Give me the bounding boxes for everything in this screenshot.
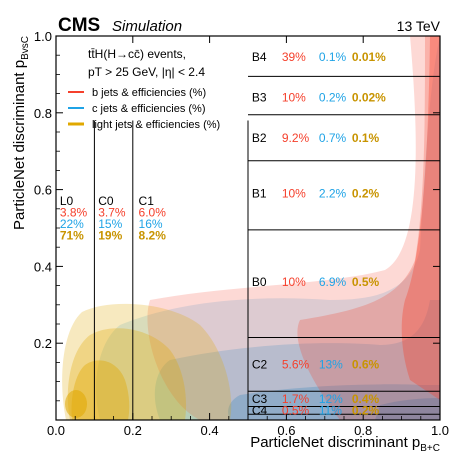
b-efficiency-C3: 1.7% <box>282 392 310 406</box>
light-efficiency-C1: 8.2% <box>139 229 167 243</box>
legend-entry-b: b jets & efficiencies (%) <box>92 87 206 99</box>
y-axis-label: ParticleNet discriminant pBvsC <box>11 36 31 230</box>
x-tick-label-4: 0.8 <box>354 423 372 438</box>
x-axis-label: ParticleNet discriminant pB+C <box>250 434 440 454</box>
category-C4: C4 0.5% 11% 0.2% <box>252 403 380 417</box>
b-density-inner <box>401 36 440 400</box>
category-name-C2: C2 <box>252 357 268 371</box>
legend: tt̄H(H→cc̄) events, pT > 25 GeV, |η| < 2… <box>68 47 220 131</box>
b-efficiency-B4: 39% <box>282 50 306 64</box>
c-density-mid <box>154 300 440 420</box>
light-efficiency-B2: 0.1% <box>352 131 380 145</box>
axis-ticks: 0.0 0.2 0.4 0.6 0.8 1.0 0.2 0.4 0.6 0.8 1.0 <box>34 29 449 438</box>
category-C3: C3 1.7% 12% 0.4% <box>252 392 380 406</box>
category-boundaries <box>93 75 440 420</box>
light-efficiency-C0: 19% <box>98 229 122 243</box>
c-efficiency-C0: 15% <box>98 217 122 231</box>
c-efficiency-B1: 2.2% <box>319 186 347 200</box>
legend-entry-light: light jets & efficiencies (%) <box>92 119 220 131</box>
light-efficiency-L0: 71% <box>60 229 84 243</box>
c-efficiency-B3: 0.2% <box>319 90 347 104</box>
b-efficiency-L0: 3.8% <box>60 206 88 220</box>
y-tick-label-4: 1.0 <box>34 29 52 44</box>
category-name-B3: B3 <box>252 90 267 104</box>
c-efficiency-B0: 6.9% <box>319 275 347 289</box>
category-B1: B1 10% 2.2% 0.2% <box>252 186 380 200</box>
category-L0: L03.8%22%71% <box>60 194 88 243</box>
category-name-C1: C1 <box>139 194 155 208</box>
light-density-mid <box>67 328 187 420</box>
b-efficiency-B3: 10% <box>282 90 306 104</box>
category-B0: B0 10% 6.9% 0.5% <box>252 275 380 289</box>
light-efficiency-C4: 0.2% <box>352 403 380 417</box>
category-name-C4: C4 <box>252 403 268 417</box>
c-efficiency-C2: 13% <box>319 357 343 371</box>
x-tick-label-1: 0.2 <box>124 423 142 438</box>
light-efficiency-B1: 0.2% <box>352 186 380 200</box>
y-tick-label-1: 0.4 <box>34 259 52 274</box>
light-efficiency-C3: 0.4% <box>352 392 380 406</box>
b-efficiency-B2: 9.2% <box>282 131 310 145</box>
light-density-core <box>65 390 87 418</box>
density-regions <box>62 36 440 420</box>
b-efficiency-B1: 10% <box>282 186 306 200</box>
category-B4: B4 39% 0.1% 0.01% <box>252 50 386 64</box>
light-efficiency-C2: 0.6% <box>352 357 380 371</box>
x-tick-label-3: 0.6 <box>277 423 295 438</box>
x-tick-label-5: 1.0 <box>431 423 449 438</box>
y-tick-label-2: 0.6 <box>34 183 52 198</box>
b-efficiency-C2: 5.6% <box>282 357 310 371</box>
y-tick-label-3: 0.8 <box>34 106 52 121</box>
category-name-B2: B2 <box>252 131 267 145</box>
category-labels: L03.8%22%71% C03.7%15%19% C16.0%16%8.2% B4 3… <box>60 50 386 417</box>
light-efficiency-B0: 0.5% <box>352 275 380 289</box>
c-efficiency-C1: 16% <box>139 217 163 231</box>
b-density-outer <box>147 36 440 420</box>
b-efficiency-C4: 0.5% <box>282 403 310 417</box>
category-B3: B3 10% 0.2% 0.02% <box>252 90 386 104</box>
c-efficiency-C4: 11% <box>319 403 342 417</box>
category-C1: C16.0%16%8.2% <box>139 194 167 243</box>
process-label: tt̄H(H→cc̄) events, <box>88 47 186 61</box>
c-efficiency-B4: 0.1% <box>319 50 347 64</box>
category-name-C3: C3 <box>252 392 268 406</box>
experiment-label: CMS <box>58 15 100 36</box>
light-efficiency-B3: 0.02% <box>352 90 386 104</box>
light-efficiency-B4: 0.01% <box>352 50 386 64</box>
x-tick-label-0: 0.0 <box>47 423 65 438</box>
category-name-B1: B1 <box>252 186 267 200</box>
category-name-C0: C0 <box>98 194 114 208</box>
category-name-B4: B4 <box>252 50 267 64</box>
energy-label: 13 TeV <box>397 18 441 34</box>
c-efficiency-C3: 12% <box>319 392 343 406</box>
b-efficiency-C0: 3.7% <box>98 206 126 220</box>
x-tick-label-2: 0.4 <box>201 423 219 438</box>
category-C2: C2 5.6% 13% 0.6% <box>252 357 380 371</box>
category-name-B0: B0 <box>252 275 267 289</box>
y-tick-label-0: 0.2 <box>34 336 52 351</box>
b-efficiency-C1: 6.0% <box>139 206 167 220</box>
light-density-outer <box>62 303 232 420</box>
c-density-outer <box>96 36 440 420</box>
category-name-L0: L0 <box>60 194 74 208</box>
legend-entry-c: c jets & efficiencies (%) <box>92 103 206 115</box>
b-density-mid <box>297 36 440 420</box>
kinematic-cuts-label: pT > 25 GeV, |η| < 2.4 <box>88 65 205 79</box>
c-efficiency-L0: 22% <box>60 217 84 231</box>
category-B2: B2 9.2% 0.7% 0.1% <box>252 131 380 145</box>
b-efficiency-B0: 10% <box>282 275 306 289</box>
c-efficiency-B2: 0.7% <box>319 131 347 145</box>
simulation-label: Simulation <box>112 18 182 35</box>
category-C0: C03.7%15%19% <box>98 194 126 243</box>
